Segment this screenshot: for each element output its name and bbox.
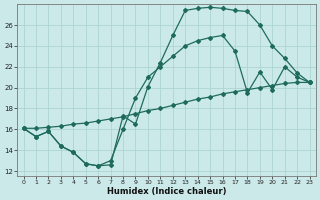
X-axis label: Humidex (Indice chaleur): Humidex (Indice chaleur) [107,187,226,196]
